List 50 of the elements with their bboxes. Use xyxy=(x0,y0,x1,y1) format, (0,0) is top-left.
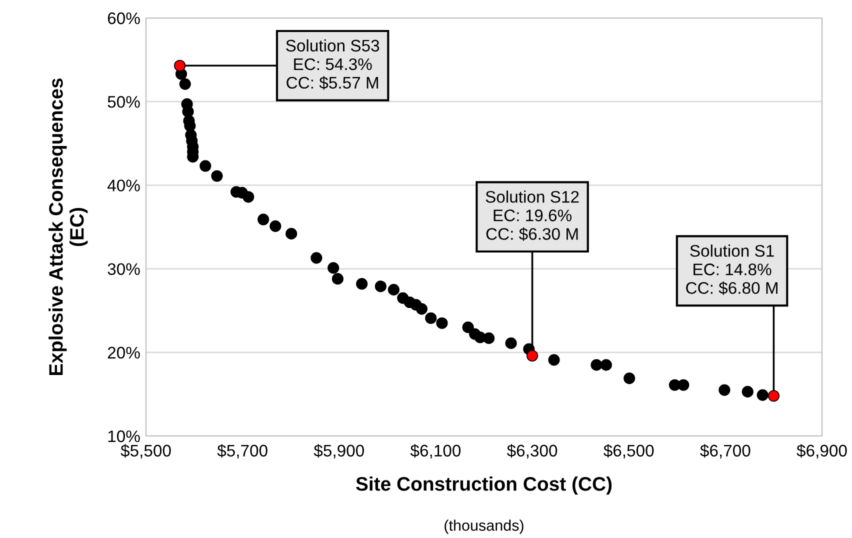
point xyxy=(483,332,495,344)
point xyxy=(678,379,690,391)
point xyxy=(200,160,212,172)
point xyxy=(436,317,448,329)
annotation: Solution S53 EC: 54.3% CC: $5.57 M xyxy=(286,39,380,90)
x-tick-label: $6,300 xyxy=(506,444,558,459)
x-axis-title: Site Construction Cost (CC) xyxy=(356,476,612,495)
point xyxy=(756,389,768,401)
annotation: Solution S1 EC: 14.8% CC: $6.80 M xyxy=(686,244,778,295)
point xyxy=(174,60,186,72)
x-tick-label: $5,900 xyxy=(314,444,364,459)
text: (thousands) xyxy=(444,520,524,534)
point xyxy=(388,284,400,296)
point xyxy=(356,278,368,290)
point xyxy=(286,228,298,240)
point xyxy=(590,359,602,371)
point xyxy=(179,78,191,90)
point xyxy=(768,390,780,402)
point xyxy=(718,384,730,396)
point xyxy=(270,220,282,232)
y-tick-label: 40% xyxy=(107,180,140,192)
x-tick-label: $5,700 xyxy=(217,444,268,459)
point xyxy=(328,262,340,274)
y-tick-label: 60% xyxy=(108,12,140,24)
annotation: Solution S12 EC: 19.6% CC: $6.30 M xyxy=(486,190,579,241)
point xyxy=(526,350,538,362)
point xyxy=(374,280,386,292)
point xyxy=(310,252,322,264)
point xyxy=(742,386,754,398)
point xyxy=(548,354,560,366)
x-tick-label: $6,700 xyxy=(700,444,750,459)
x-tick-label: $6,500 xyxy=(604,444,654,459)
point xyxy=(462,322,474,334)
point xyxy=(600,359,612,371)
point xyxy=(505,337,517,350)
point xyxy=(211,170,223,182)
point xyxy=(258,214,270,226)
point xyxy=(624,372,636,384)
point xyxy=(416,303,428,315)
x-tick-label: $6,900 xyxy=(796,444,847,459)
point xyxy=(425,312,437,324)
y-tick-label: 50% xyxy=(108,96,140,108)
y-tick-label: 30% xyxy=(108,263,140,276)
x-tick-label: $6,100 xyxy=(410,444,461,459)
y-tick-label: 10% xyxy=(108,430,140,442)
y-axis-title: Explosive Attack Consequences (EC) xyxy=(48,78,88,375)
x-tick-label: $5,500 xyxy=(120,444,171,459)
point xyxy=(332,273,344,285)
point xyxy=(242,191,254,203)
y-tick-label: 20% xyxy=(108,346,140,359)
